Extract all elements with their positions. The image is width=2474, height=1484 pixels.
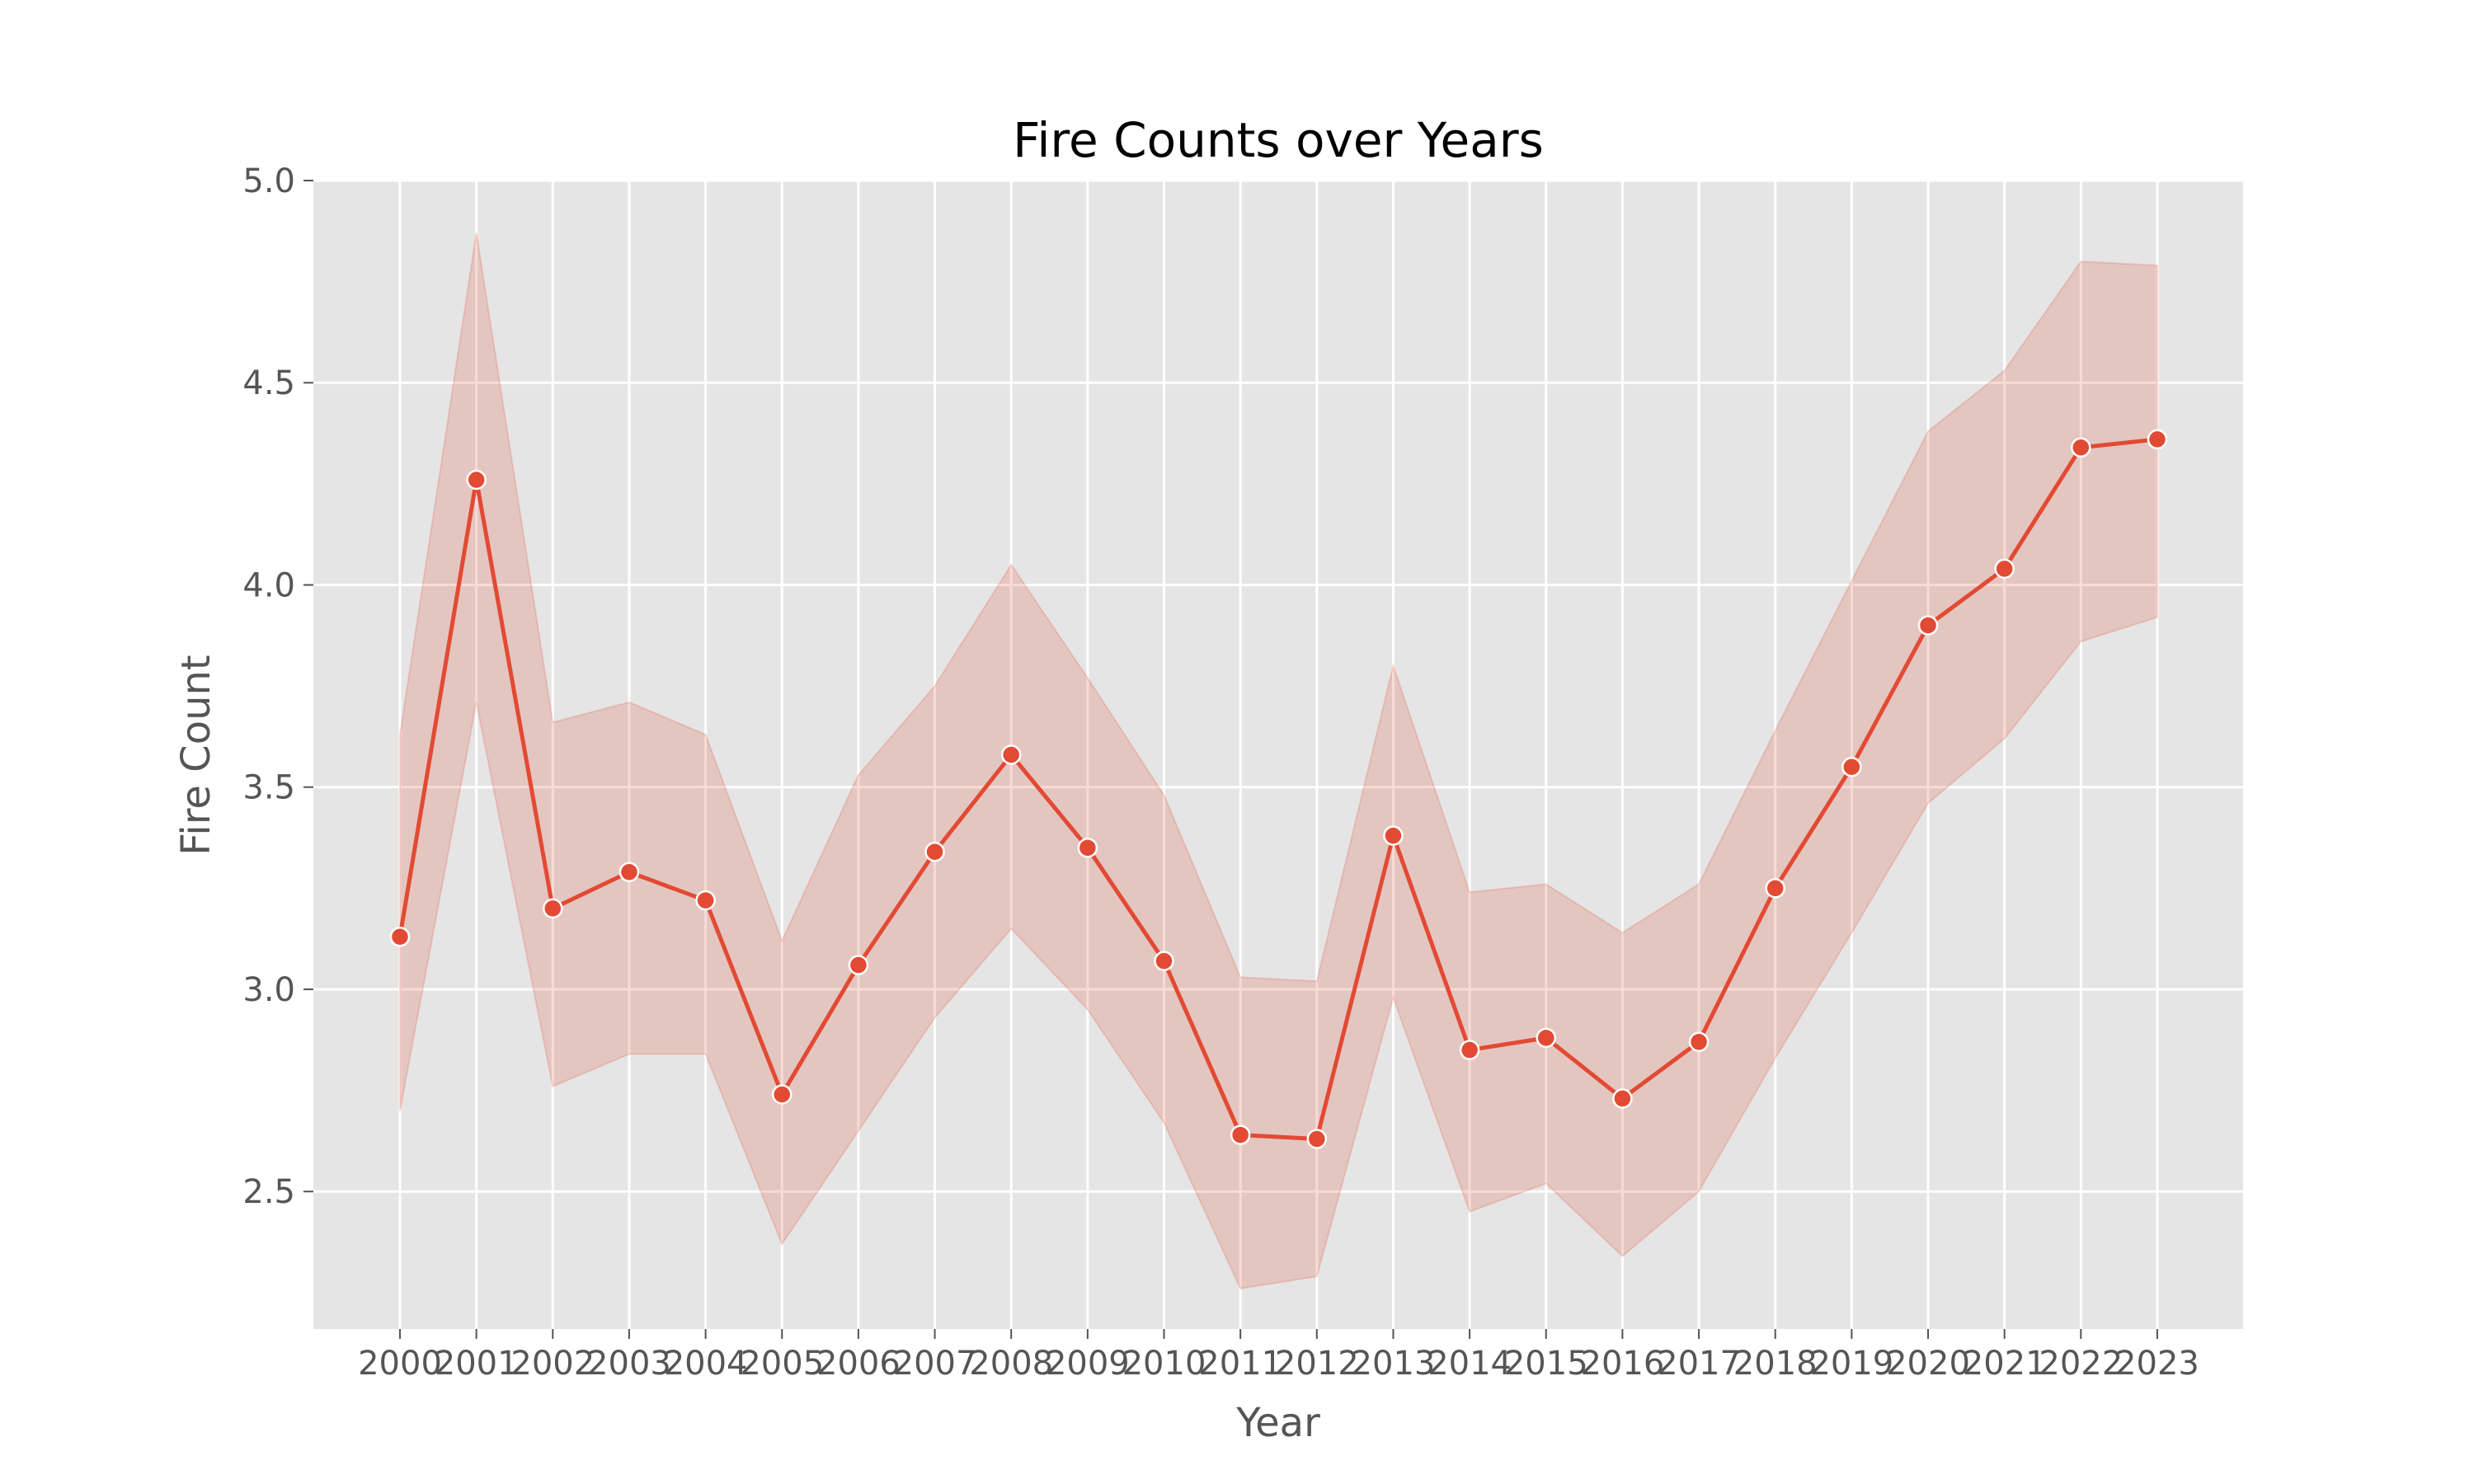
y-tick-label: 4.5 xyxy=(242,364,295,402)
data-point xyxy=(466,469,487,491)
y-tick-label: 2.5 xyxy=(242,1173,295,1211)
x-tick-label: 2018 xyxy=(1733,1345,1818,1383)
data-point xyxy=(1612,1088,1633,1109)
x-tick-label: 2013 xyxy=(1352,1345,1436,1383)
x-tick-label: 2011 xyxy=(1198,1345,1282,1383)
data-point xyxy=(772,1084,793,1105)
data-point xyxy=(924,841,945,862)
data-point xyxy=(1154,951,1174,971)
series-line xyxy=(397,437,2158,1141)
data-point xyxy=(1536,1027,1556,1049)
x-axis-label: Year xyxy=(1235,1400,1320,1446)
gridlines xyxy=(313,179,2243,1329)
y-axis-ticks: 2.5 3.0 3.5 4.0 4.5 5.0 xyxy=(242,162,313,1211)
x-tick-label: 2016 xyxy=(1581,1345,1665,1383)
data-point xyxy=(1688,1031,1710,1052)
x-tick-label: 2019 xyxy=(1809,1345,1893,1383)
x-tick-label: 2006 xyxy=(816,1345,901,1383)
x-tick-label: 2009 xyxy=(1046,1345,1130,1383)
x-tick-label: 2014 xyxy=(1427,1345,1512,1383)
data-point xyxy=(1917,615,1939,636)
data-point xyxy=(1765,878,1785,899)
y-tick-label: 4.0 xyxy=(242,566,295,604)
data-point xyxy=(1459,1040,1480,1060)
x-tick-label: 2015 xyxy=(1504,1345,1588,1383)
x-tick-label: 2017 xyxy=(1657,1345,1741,1383)
data-point xyxy=(543,898,563,919)
y-tick-label: 3.0 xyxy=(242,971,295,1009)
x-tick-label: 2020 xyxy=(1886,1345,1970,1383)
x-tick-label: 2000 xyxy=(358,1345,442,1383)
x-tick-label: 2007 xyxy=(893,1345,977,1383)
x-tick-label: 2003 xyxy=(587,1345,671,1383)
x-tick-label: 2012 xyxy=(1275,1345,1359,1383)
x-tick-label: 2023 xyxy=(2115,1345,2199,1383)
data-point xyxy=(2147,429,2168,450)
y-tick-label: 5.0 xyxy=(242,162,295,200)
data-point xyxy=(1230,1125,1251,1145)
data-point xyxy=(1077,838,1098,858)
x-tick-label: 2008 xyxy=(969,1345,1053,1383)
y-tick-label: 3.5 xyxy=(242,769,295,807)
data-markers xyxy=(389,429,2168,1149)
x-tick-label: 2010 xyxy=(1122,1345,1206,1383)
x-tick-label: 2022 xyxy=(2039,1345,2123,1383)
confidence-band xyxy=(399,232,2158,1290)
x-axis-ticks: 2000200120022003200420052006200720082009… xyxy=(358,1329,2199,1383)
chart-title: Fire Counts over Years xyxy=(1013,112,1544,168)
data-point xyxy=(1841,756,1862,777)
data-point xyxy=(1994,558,2015,580)
data-point xyxy=(695,890,716,911)
data-point xyxy=(2071,437,2091,458)
x-tick-label: 2021 xyxy=(1963,1345,2047,1383)
data-point xyxy=(1000,744,1022,765)
data-point xyxy=(389,926,411,947)
data-point xyxy=(1306,1129,1328,1149)
x-tick-label: 2001 xyxy=(435,1345,519,1383)
data-point xyxy=(848,955,869,975)
data-point xyxy=(1383,825,1404,846)
data-point xyxy=(618,862,640,882)
x-tick-label: 2004 xyxy=(664,1345,748,1383)
y-axis-label: Fire Count xyxy=(173,655,219,855)
x-tick-label: 2005 xyxy=(740,1345,824,1383)
x-tick-label: 2002 xyxy=(510,1345,595,1383)
